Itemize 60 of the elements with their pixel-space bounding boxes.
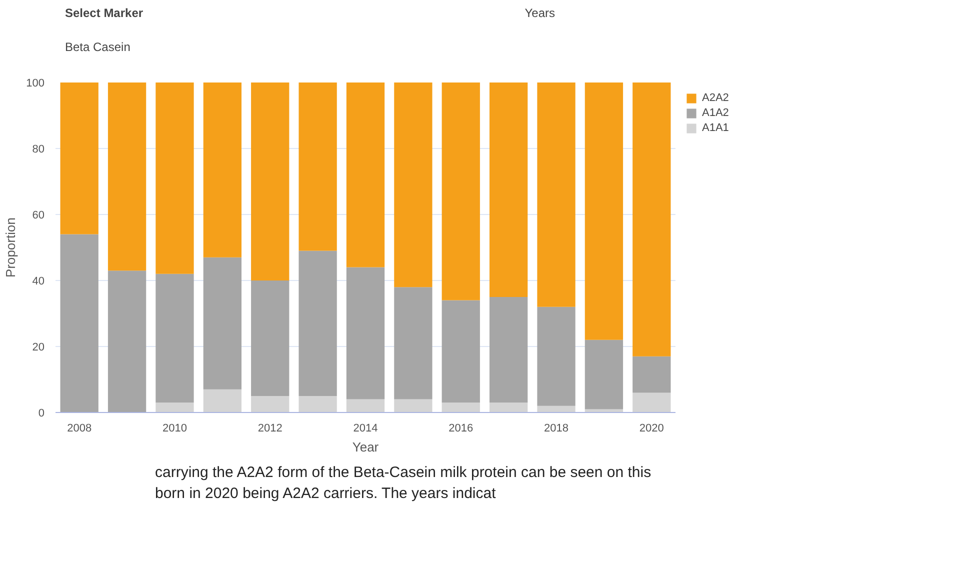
text: born in 2020 being A2A2 carriers. The years indicat	[155, 485, 496, 502]
bar	[251, 396, 290, 412]
bar	[346, 82, 385, 268]
bar	[442, 82, 480, 300]
bar	[346, 267, 385, 400]
text: Years	[524, 5, 555, 22]
x-tick-label: 2018	[544, 422, 569, 434]
bar	[537, 406, 576, 412]
legend-label: A2A2	[702, 92, 729, 104]
bar	[394, 287, 432, 400]
y-tick-label: 100	[26, 78, 45, 90]
bar	[346, 399, 385, 412]
bar	[632, 392, 671, 412]
y-tick-label: 0	[38, 408, 45, 420]
bar	[632, 356, 671, 393]
text: Beta Casein	[65, 40, 130, 54]
y-tick-label: 60	[32, 210, 45, 222]
bar	[298, 250, 337, 396]
bar	[632, 82, 671, 356]
bar	[156, 274, 194, 403]
bar	[584, 82, 624, 340]
bar	[60, 82, 98, 234]
bar	[490, 82, 528, 297]
legend-label: A1A1	[702, 122, 729, 134]
bar	[442, 300, 480, 403]
x-tick-label: 2014	[353, 422, 378, 434]
bar	[537, 82, 576, 307]
y-tick-label: 40	[32, 276, 45, 288]
bar	[584, 409, 624, 412]
x-tick-label: 2008	[67, 422, 92, 434]
bar	[60, 234, 98, 412]
bar	[490, 297, 528, 403]
bar	[298, 396, 337, 412]
y-axis-title: Proportion	[3, 218, 18, 278]
bar	[203, 389, 242, 412]
bar	[394, 82, 432, 288]
bar	[203, 82, 242, 258]
x-tick-label: 2020	[639, 422, 664, 434]
bar	[108, 270, 146, 412]
bar	[584, 340, 624, 410]
y-tick-label: 20	[32, 342, 45, 354]
bar	[442, 402, 480, 412]
bar	[394, 399, 432, 412]
text: Select Marker	[65, 6, 144, 20]
x-tick-label: 2012	[258, 422, 282, 434]
x-tick-label: 2016	[448, 422, 474, 434]
bar	[156, 402, 194, 412]
bar	[298, 82, 337, 251]
bar	[156, 82, 194, 274]
bar	[537, 306, 576, 406]
bar	[108, 82, 146, 271]
bar	[251, 280, 290, 396]
x-axis-title: Year	[352, 440, 380, 454]
bar	[251, 82, 290, 280]
bar	[490, 402, 528, 412]
y-tick-label: 80	[32, 144, 45, 156]
legend-label: A1A2	[702, 107, 729, 119]
bar	[203, 257, 242, 390]
text: carrying the A2A2 form of the Beta-Casein milk protein can be seen on this	[155, 464, 652, 481]
x-tick-label: 2010	[162, 422, 187, 434]
